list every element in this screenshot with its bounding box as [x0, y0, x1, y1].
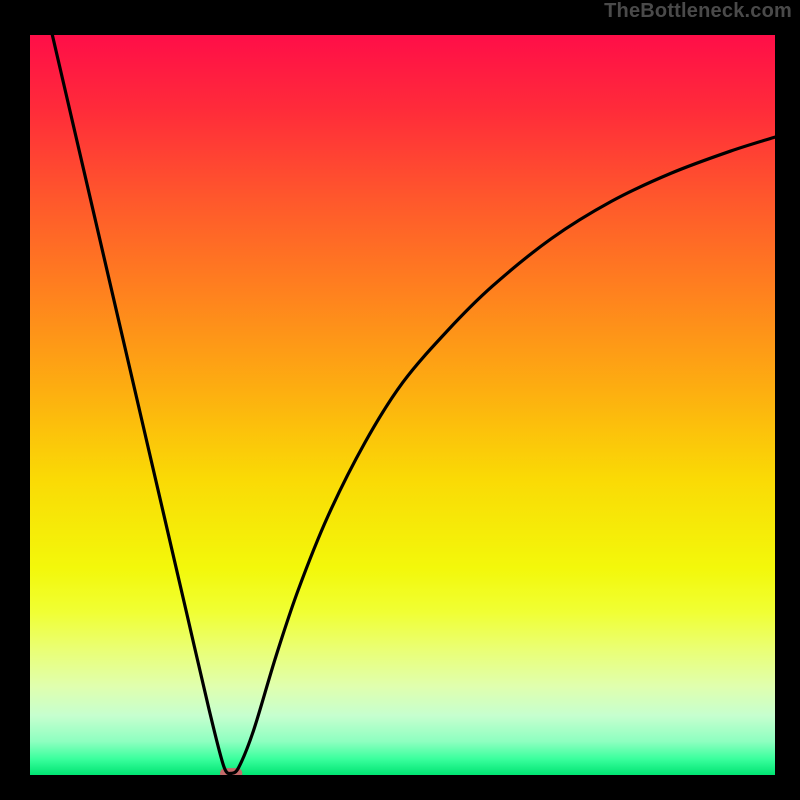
- watermark-text: TheBottleneck.com: [604, 0, 792, 23]
- chart-frame: [30, 35, 775, 775]
- chart-container: TheBottleneck.com: [0, 0, 800, 800]
- chart-gradient-background: [30, 35, 775, 775]
